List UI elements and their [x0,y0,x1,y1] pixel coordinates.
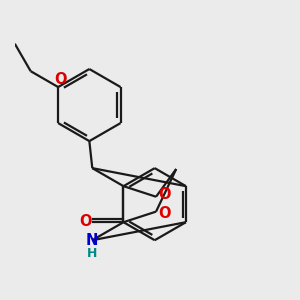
Text: O: O [80,214,92,229]
Text: N: N [86,233,98,248]
Text: O: O [158,206,171,221]
Text: O: O [158,187,171,202]
Text: O: O [54,72,67,87]
Text: H: H [87,247,98,260]
